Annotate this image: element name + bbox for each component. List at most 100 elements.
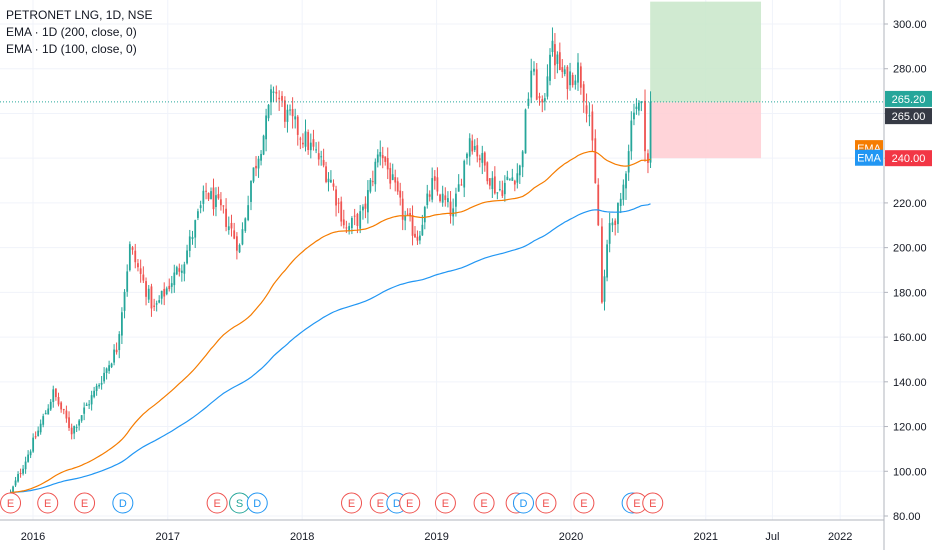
candle-body — [381, 155, 384, 159]
candle-body — [640, 101, 643, 104]
candle-body — [362, 206, 364, 211]
y-tick-label: 140.00 — [893, 377, 927, 389]
event-marker-label: S — [236, 498, 243, 510]
candle-body — [457, 184, 460, 192]
event-marker-dividend — [112, 492, 134, 514]
candle-body — [150, 286, 153, 309]
candle-body — [635, 106, 638, 110]
candle-body — [155, 303, 158, 305]
chart-title[interactable]: PETRONET LNG, 1D, NSE — [6, 8, 153, 22]
candle-body — [320, 156, 323, 158]
candle-body — [286, 109, 289, 122]
candle-body — [52, 389, 55, 402]
event-marker-label: E — [7, 498, 14, 510]
candle-body — [115, 349, 118, 353]
candle-body — [302, 142, 304, 145]
candle-body — [549, 54, 551, 81]
candle-body — [191, 236, 194, 240]
candle-body — [535, 69, 538, 100]
ema-200-label[interactable]: EMA · 1D (200, close, 0) — [6, 25, 137, 39]
candle-body — [551, 40, 554, 53]
event-marker-label: E — [44, 498, 51, 510]
candle-body — [244, 218, 247, 231]
candle-body — [337, 202, 340, 204]
candle-body — [353, 215, 356, 217]
x-tick-label: 2019 — [424, 531, 448, 543]
candle-body — [95, 385, 98, 392]
y-tick-label: 220.00 — [893, 198, 927, 210]
candle-body — [597, 184, 600, 226]
candle-body — [88, 404, 91, 406]
candle-body — [160, 290, 163, 299]
candle-body — [431, 178, 434, 200]
event-marker-earnings — [0, 492, 22, 514]
candle-body — [220, 199, 222, 206]
candle-body — [546, 76, 549, 97]
candle-body — [217, 194, 220, 199]
candle-body — [186, 250, 188, 264]
candle-body — [139, 268, 142, 274]
candle-body — [257, 158, 260, 169]
event-marker-earnings — [74, 492, 96, 514]
candle-body — [418, 235, 421, 241]
candle-body — [608, 223, 611, 244]
candle-body — [299, 138, 302, 140]
candle-body — [588, 115, 591, 117]
candle-body — [175, 267, 178, 275]
ema-100-label[interactable]: EMA · 1D (100, close, 0) — [6, 42, 137, 56]
candle-body — [452, 208, 455, 217]
candle-body — [582, 84, 585, 102]
candle-body — [332, 183, 335, 187]
candle-body — [153, 305, 156, 307]
candle-body — [409, 213, 411, 217]
candle-body — [128, 244, 131, 271]
candle-body — [289, 109, 291, 111]
candle-body — [614, 220, 617, 226]
candle-body — [516, 173, 519, 183]
x-tick-label: 2017 — [156, 531, 180, 543]
candle-body — [384, 156, 387, 162]
candle-body — [215, 195, 217, 208]
event-marker-label: E — [442, 498, 449, 510]
candle-body — [463, 160, 466, 188]
candle-body — [60, 402, 63, 410]
candle-body — [80, 415, 83, 421]
candle-body — [447, 198, 449, 203]
candle-body — [123, 291, 126, 311]
candle-body — [37, 430, 40, 436]
candle-body — [170, 283, 173, 287]
candle-body — [364, 203, 367, 209]
candle-body — [649, 101, 652, 163]
target-price-badge-text: 265.00 — [892, 111, 926, 123]
candle-body — [85, 404, 88, 406]
candle-body — [27, 454, 30, 462]
candle-body — [603, 276, 606, 302]
event-marker-label: E — [580, 498, 587, 510]
y-tick-label: 280.00 — [893, 64, 927, 76]
candle-body — [399, 190, 402, 198]
candle-body — [83, 407, 86, 414]
candle-body — [262, 135, 265, 155]
event-marker-earnings — [642, 492, 664, 514]
candle-body — [404, 215, 407, 221]
candle-body — [178, 268, 181, 272]
candle-body — [369, 179, 372, 192]
x-tick-label: 2022 — [828, 531, 852, 543]
candlesticks — [9, 27, 652, 499]
event-marker-earnings — [434, 492, 456, 514]
candle-body — [210, 191, 212, 200]
candle-body — [630, 120, 633, 152]
candle-body — [307, 132, 310, 150]
candle-body — [134, 250, 137, 263]
ema-badge-1 — [855, 149, 883, 166]
candle-body — [202, 190, 205, 204]
candle-body — [233, 230, 236, 239]
candle-body — [14, 480, 17, 486]
candle-body — [374, 161, 377, 185]
long-position-tool[interactable] — [650, 1, 762, 159]
last-price-badge — [885, 90, 932, 107]
candle-body — [558, 52, 561, 70]
candle-body — [406, 213, 409, 215]
candle-body — [47, 408, 50, 415]
